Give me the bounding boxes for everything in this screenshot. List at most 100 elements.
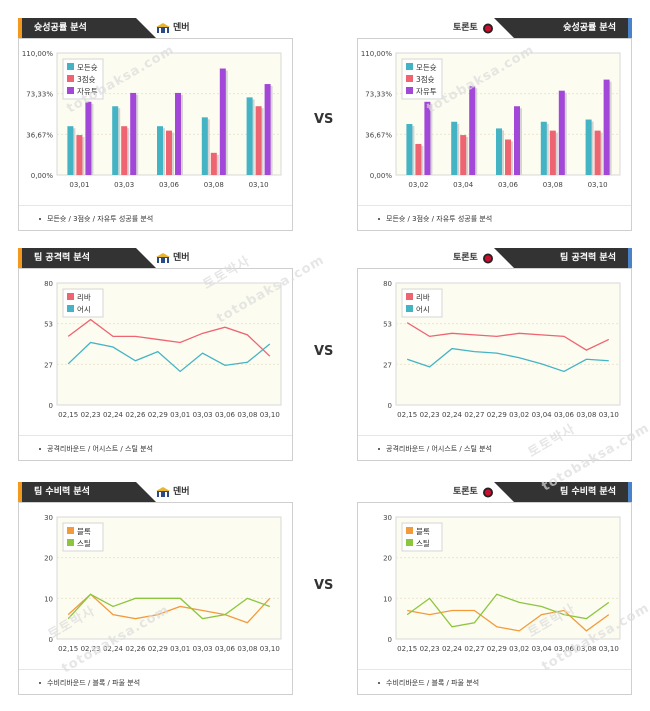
- y-tick-label: 10: [383, 595, 392, 603]
- x-tick-label: 02,23: [81, 645, 101, 653]
- y-tick-label: 27: [383, 361, 392, 369]
- y-tick-label: 30: [383, 514, 392, 522]
- panel-header: 팀 공격력 분석 덴버: [18, 248, 293, 268]
- bullet-icon: [378, 218, 380, 220]
- legend-label: 스틸: [416, 539, 430, 548]
- x-tick-label: 03,06: [159, 181, 180, 189]
- chart-box: 30 20 10 0 02,15 02,23 02,24 02,26 02,29 03,01 03,…: [18, 502, 293, 695]
- bar-2: [255, 106, 262, 175]
- x-tick-label: 03,03: [193, 411, 213, 419]
- legend-swatch: [406, 63, 413, 70]
- panel-header: 슛성공률 분석 덴버: [18, 18, 293, 38]
- bar-2: [166, 130, 172, 175]
- bullet-icon: [39, 682, 41, 684]
- shooting-bar-chart-left: 110,00% 73,33% 36,67% 0,00% 03,01 03,03 03,06 0…: [22, 50, 282, 189]
- team-label: 덴버: [153, 248, 190, 268]
- x-tick-label: 02,23: [420, 411, 440, 419]
- bar-1: [201, 117, 208, 175]
- panel-header: 토론토 팀 공격력 분석: [357, 248, 632, 268]
- bar-3: [469, 86, 476, 175]
- series-line-2: [67, 593, 271, 620]
- x-tick-label: 02,29: [487, 411, 507, 419]
- y-tick-label: 0,00%: [31, 172, 54, 180]
- bar-1: [157, 126, 163, 175]
- bar-2: [460, 135, 467, 175]
- series-line-1: [67, 593, 271, 624]
- x-tick-label: 02,23: [81, 411, 101, 419]
- bar-2: [121, 126, 128, 175]
- bullet-icon: [39, 448, 41, 450]
- offense-panel-right: 토론토 팀 공격력 분석 80 53 27 0 02,15 02,23 02,24 02,27…: [357, 248, 632, 461]
- x-tick-label: 02,29: [148, 645, 168, 653]
- y-tick-label: 20: [44, 555, 53, 563]
- x-tick-label: 02,15: [397, 645, 417, 653]
- legend-label: 리바: [77, 292, 91, 302]
- team-label: 덴버: [153, 18, 190, 38]
- toronto-logo-icon: [481, 252, 495, 264]
- bar-3: [514, 106, 520, 175]
- chart-footer: 공격리바운드 / 어시스트 / 스틸 분석: [358, 435, 631, 461]
- x-tick-label: 03,02: [509, 411, 529, 419]
- chart-footer: 수비리바운드 / 블록 / 파울 분석: [19, 669, 292, 695]
- series-line-2: [406, 593, 610, 628]
- chart-footer: 모든슛 / 3점슛 / 자유투 성공률 분석: [19, 205, 292, 231]
- legend-label: 자유투: [77, 87, 98, 96]
- bar-1: [496, 128, 502, 175]
- x-tick-label: 03,08: [576, 645, 596, 653]
- x-tick-label: 03,08: [204, 181, 224, 189]
- bar-3: [424, 101, 431, 175]
- bar-3: [130, 92, 137, 175]
- defense-panel-left: 팀 수비력 분석 덴버 30 20 10 0 02,15 02,23 02,24 02,26 0…: [18, 482, 293, 695]
- x-tick-label: 03,03: [114, 181, 134, 189]
- legend-label: 블록: [77, 527, 91, 536]
- x-tick-label: 03,01: [170, 645, 190, 653]
- legend-label: 모든슛: [416, 63, 437, 72]
- team-label: 토론토: [453, 18, 498, 38]
- x-tick-label: 02,26: [125, 411, 146, 419]
- vs-label: VS: [314, 578, 334, 593]
- x-tick-label: 02,15: [58, 645, 78, 653]
- chart-footer: 모든슛 / 3점슛 / 자유투 성공률 분석: [358, 205, 631, 231]
- vs-label: VS: [314, 112, 334, 127]
- panel-header: 토론토 슛성공률 분석: [357, 18, 632, 38]
- toronto-logo-icon: [481, 22, 495, 34]
- series-line-1: [406, 322, 610, 351]
- y-tick-label: 110,00%: [361, 50, 392, 58]
- chart-box: 110,00% 73,33% 36,67% 0,00% 03,01 03,03 03,06 0…: [18, 38, 293, 231]
- legend-swatch: [67, 539, 74, 546]
- x-tick-label: 03,08: [237, 645, 257, 653]
- x-tick-label: 02,27: [464, 411, 484, 419]
- legend-label: 스틸: [77, 539, 91, 548]
- legend-swatch: [406, 293, 413, 300]
- bar-1: [540, 121, 547, 175]
- y-tick-label: 53: [44, 321, 53, 329]
- x-tick-label: 02,24: [103, 645, 124, 653]
- offense-panel-left: 팀 공격력 분석 덴버 80 53 27 0 02,15 02,23 02,24 02,26 0…: [18, 248, 293, 461]
- y-tick-label: 20: [383, 555, 392, 563]
- x-tick-label: 02,29: [148, 411, 168, 419]
- team-label: 토론토: [453, 248, 498, 268]
- x-tick-label: 03,03: [193, 645, 213, 653]
- x-tick-label: 03,06: [215, 645, 236, 653]
- bar-3: [219, 68, 226, 175]
- x-tick-label: 03,10: [260, 411, 280, 419]
- bar-2: [594, 130, 601, 175]
- x-tick-label: 03,01: [170, 411, 190, 419]
- panel-title: 팀 공격력 분석: [494, 248, 632, 268]
- bar-1: [451, 121, 458, 175]
- y-tick-label: 0: [49, 636, 53, 644]
- bullet-icon: [39, 218, 41, 220]
- x-tick-label: 03,10: [599, 645, 619, 653]
- x-tick-label: 03,06: [554, 411, 575, 419]
- toronto-logo-icon: [481, 486, 495, 498]
- x-tick-label: 03,06: [554, 645, 575, 653]
- bullet-icon: [378, 682, 380, 684]
- denver-logo-icon: [156, 252, 170, 263]
- legend-label: 3점슛: [416, 74, 435, 84]
- x-tick-label: 03,08: [543, 181, 563, 189]
- legend-label: 리바: [416, 292, 430, 302]
- legend-swatch: [67, 63, 74, 70]
- x-tick-label: 02,27: [464, 645, 484, 653]
- x-tick-label: 03,10: [588, 181, 608, 189]
